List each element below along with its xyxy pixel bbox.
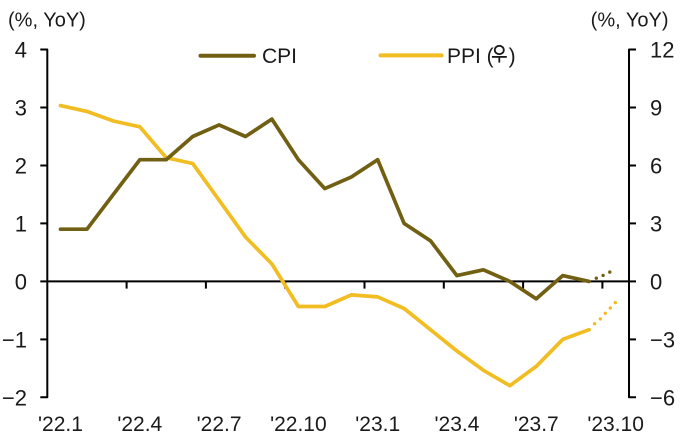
svg-text:'22.4: '22.4: [117, 413, 162, 436]
svg-text:−1: −1: [2, 327, 27, 352]
svg-text:9: 9: [650, 96, 662, 121]
svg-text:0: 0: [650, 269, 662, 294]
svg-text:CPI: CPI: [262, 45, 297, 68]
svg-text:12: 12: [650, 38, 674, 63]
svg-text:PPI (: PPI (: [447, 45, 494, 68]
svg-text:−6: −6: [650, 385, 675, 410]
svg-text:'23.7: '23.7: [514, 413, 559, 436]
svg-text:'22.1: '22.1: [38, 413, 83, 436]
svg-text:3: 3: [15, 96, 27, 121]
svg-text:1: 1: [15, 211, 27, 236]
svg-text:0: 0: [15, 269, 27, 294]
svg-text:2: 2: [15, 154, 27, 179]
svg-text:(%, YoY): (%, YoY): [591, 10, 669, 32]
svg-text:'22.7: '22.7: [197, 413, 242, 436]
svg-text:−3: −3: [650, 327, 675, 352]
svg-text:(%, YoY): (%, YoY): [8, 10, 86, 32]
svg-text:3: 3: [650, 211, 662, 236]
svg-text:'23.4: '23.4: [435, 413, 480, 436]
svg-text:'23.1: '23.1: [355, 413, 400, 436]
svg-text:'22.10: '22.10: [270, 413, 327, 436]
svg-text:4: 4: [15, 38, 27, 63]
svg-text:'23.10: '23.10: [587, 413, 644, 436]
svg-text:−2: −2: [2, 385, 27, 410]
svg-text:6: 6: [650, 154, 662, 179]
svg-text:): ): [509, 45, 516, 68]
